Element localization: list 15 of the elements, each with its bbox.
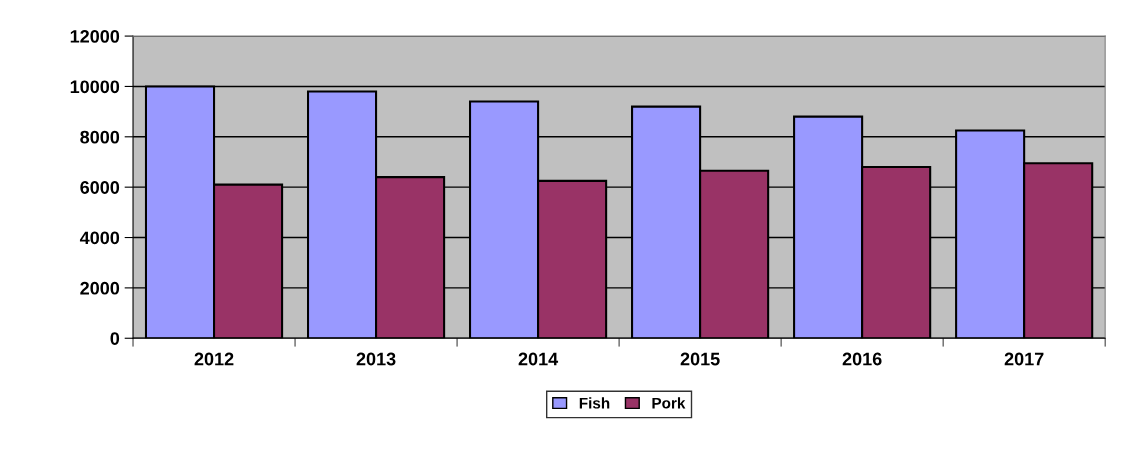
y-tick-label: 12000 [70,30,120,43]
y-tick-label: 6000 [80,181,120,194]
y-tick-label: 10000 [70,80,120,94]
x-tick-label: 2015 [680,352,720,366]
y-tick-label: 0 [110,332,120,345]
y-tick-label: 2000 [80,281,120,295]
x-tick-label: 2012 [194,352,234,366]
legend-label: Fish [579,397,610,409]
y-tick-label: 8000 [80,130,120,144]
x-tick-label: 2016 [842,352,882,366]
legend-label: Pork [652,397,686,409]
x-tick-label: 2017 [1004,352,1044,366]
y-tick-label: 4000 [79,231,120,245]
x-tick-label: 2013 [356,352,396,366]
x-tick-label: 2014 [518,352,559,366]
